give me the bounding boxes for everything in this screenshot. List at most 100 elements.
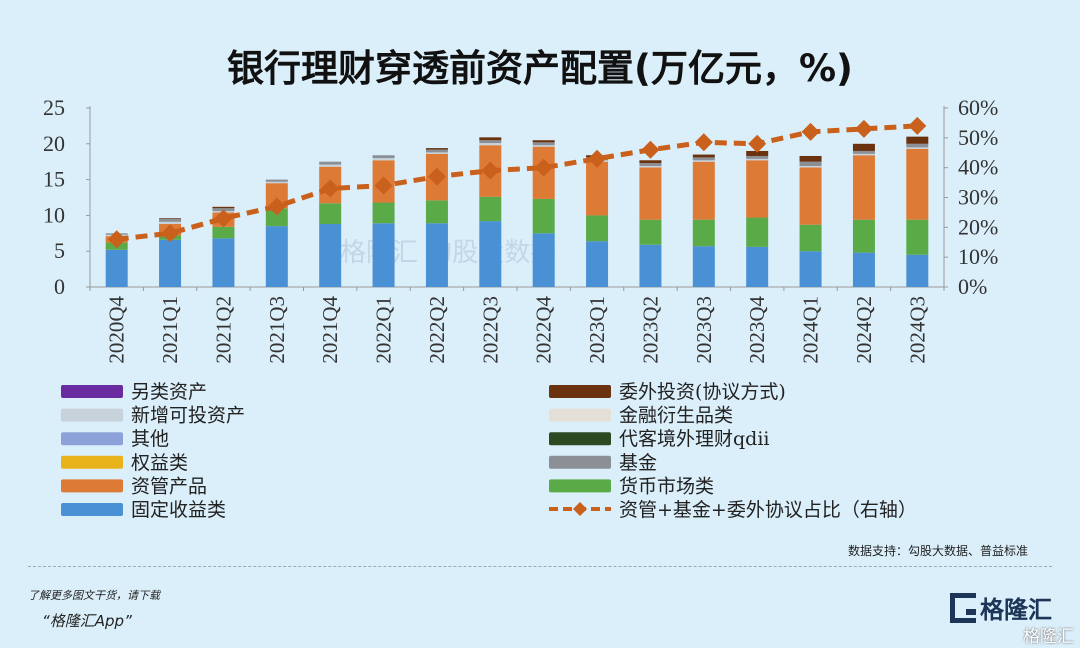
x-tick-label: 2023Q4 [745,296,769,364]
legend-label: 另类资产 [131,381,207,403]
legend-swatch [61,408,123,422]
ratio-point [481,161,500,180]
y2-tick-label: 40% [958,155,998,180]
bar-segment [319,161,342,165]
x-tick-label: 2024Q2 [852,296,876,364]
bar-segment [906,219,929,255]
legend-swatch [61,455,123,469]
bar-segment [639,167,662,220]
bar-segment [479,137,502,141]
bar-segment [852,153,875,156]
bar-segment [746,217,769,247]
divider [28,566,1052,567]
bar-segment [906,136,929,144]
x-tick-label: 2024Q1 [799,296,823,364]
bar-segment [372,155,395,159]
x-tick-label: 2023Q3 [692,296,716,364]
legend-swatch [61,479,123,493]
bar-segment [159,221,182,224]
legend-swatch [549,432,611,446]
bar-segment [425,148,448,150]
bar-segment [639,165,662,168]
brand-logo: 格隆汇 [950,590,1052,625]
legend-label: 货币市场类 [619,475,714,497]
y-tick-label: 20 [43,131,65,156]
bar-segment [586,241,609,287]
legend-label: 金融衍生品类 [619,405,733,427]
bar-segment [692,160,715,162]
bar-segment [639,219,662,245]
ratio-point [321,179,340,198]
bar-segment [799,161,822,166]
legend-label: 代客境外理财qdii [619,428,769,450]
bar-segment [692,161,715,220]
ratio-point [694,133,713,152]
y2-tick-label: 10% [958,244,998,269]
ratio-point [588,149,607,168]
x-tick-label: 2022Q2 [425,296,449,364]
legend-swatch [549,408,611,422]
y-tick-label: 15 [43,167,65,192]
bar-segment [746,160,769,218]
x-tick-label: 2021Q1 [158,296,182,364]
legend-label: 基金 [619,452,657,474]
bar-segment [479,196,502,222]
bar-segment [746,155,769,159]
bar-segment [479,221,502,287]
legend-swatch [549,479,611,493]
bar-segment [532,233,555,287]
bar-segment [532,142,555,146]
bar-segment [799,155,822,162]
bar-segment [852,150,875,154]
bar-segment [479,140,502,144]
bar-segment [639,163,662,166]
bar-segment [212,226,235,239]
ratio-point [908,116,927,135]
legend-swatch [549,385,611,398]
bar-segment [425,149,448,153]
bar-segment [265,226,288,287]
bar-segment [425,223,448,287]
bar-segment [265,208,288,227]
ratio-point [854,119,873,138]
bar-segment [586,161,609,216]
x-tick-label: 2021Q3 [265,296,289,364]
bar-segment [265,181,288,184]
ratio-point [534,158,553,177]
bar-segment [692,246,715,287]
bar-segment [425,200,448,224]
bar-segment [852,143,875,151]
source-note: 数据支持：勾股大数据、普益标准 [847,544,1028,558]
bar-segment [105,249,128,287]
legend-label: 委外投资(协议方式) [619,381,786,403]
ratio-point [161,224,180,243]
bar-segment [319,223,342,287]
legend-swatch [61,503,123,516]
ratio-point [374,176,393,195]
legend-label: 其他 [131,428,169,450]
ratio-point [801,122,820,141]
x-tick-label: 2021Q2 [211,296,235,364]
bar-segment [265,179,288,182]
bar-segment [639,160,662,164]
legend-label: 资管产品 [131,475,207,497]
bar-segment [799,167,822,225]
bar-segment [692,219,715,247]
bar-segment [906,148,929,220]
bar-segment [906,254,929,287]
chart-title: 银行理财穿透前资产配置(万亿元，%) [227,47,853,90]
legend-swatch [549,455,611,469]
bar-segment [746,158,769,161]
y-tick-label: 10 [43,202,65,227]
y2-tick-label: 20% [958,214,998,239]
bar-segment [319,164,342,167]
legend-swatch [61,432,123,446]
bar-segment [692,154,715,158]
x-tick-label: 2022Q3 [478,296,502,364]
x-tick-label: 2024Q3 [905,296,929,364]
bar-segment [532,198,555,234]
bar-segment [159,239,182,287]
legend-label: 固定收益类 [131,499,226,521]
logo-text: 格隆汇 [980,596,1052,624]
